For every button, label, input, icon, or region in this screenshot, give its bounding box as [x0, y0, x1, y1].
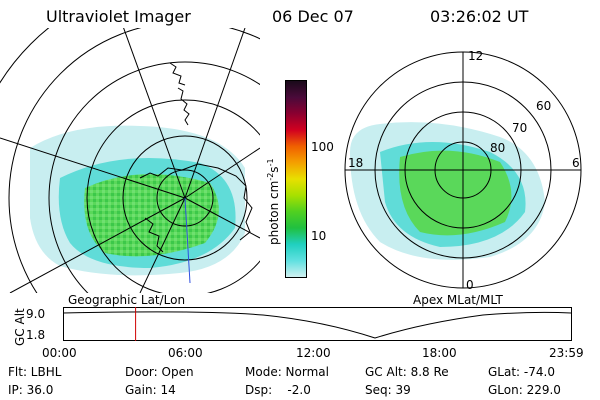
apex-caption: Apex MLat/MLT — [413, 293, 503, 307]
mlt-label-0: 0 — [466, 278, 474, 292]
seq-info: Seq: 39 — [365, 383, 411, 397]
filter-info: Flt: LBHL — [8, 365, 62, 379]
ip-info: IP: 36.0 — [8, 383, 54, 397]
colorbar-unit-label: photon cm-2s-1 — [266, 158, 281, 245]
altitude-plot — [63, 307, 572, 341]
alt-ytick-high: 9.0 — [26, 307, 46, 321]
gcalt-info: GC Alt: 8.8 Re — [365, 365, 449, 379]
mlat-label-60: 60 — [536, 99, 551, 113]
alt-xtick-1: 06:00 — [168, 346, 203, 360]
door-info: Door: Open — [125, 365, 194, 379]
glat-info: GLat: -74.0 — [488, 365, 555, 379]
gain-info: Gain: 14 — [125, 383, 176, 397]
alt-xtick-2: 12:00 — [296, 346, 331, 360]
alt-xtick-3: 18:00 — [422, 346, 457, 360]
alt-plot-ylabel: GC Alt — [13, 308, 27, 346]
mlat-label-80: 80 — [490, 141, 505, 155]
instrument-title: Ultraviolet Imager — [46, 7, 191, 26]
altitude-curve — [63, 311, 572, 339]
glon-info: GLon: 229.0 — [488, 383, 561, 397]
dsp-info: Dsp: -2.0 — [245, 383, 311, 397]
apex-polar-map: 12 18 6 0 60 70 80 — [344, 49, 582, 292]
mlt-label-18: 18 — [348, 156, 363, 170]
colorbar — [285, 80, 307, 278]
mode-info: Mode: Normal — [245, 365, 329, 379]
alt-ytick-low: 1.8 — [26, 328, 46, 342]
mlt-label-6: 6 — [572, 156, 580, 170]
time-label: 03:26:02 UT — [430, 7, 529, 26]
mlat-label-70: 70 — [512, 121, 527, 135]
geographic-caption: Geographic Lat/Lon — [68, 293, 186, 307]
colorbar-tick-10: 10 — [311, 229, 327, 243]
geographic-map — [0, 28, 260, 293]
alt-xtick-4: 23:59 — [549, 346, 584, 360]
mlt-label-12: 12 — [468, 49, 483, 63]
date-label: 06 Dec 07 — [272, 7, 354, 26]
alt-xtick-0: 00:00 — [42, 346, 77, 360]
colorbar-tick-100: 100 — [311, 140, 334, 154]
